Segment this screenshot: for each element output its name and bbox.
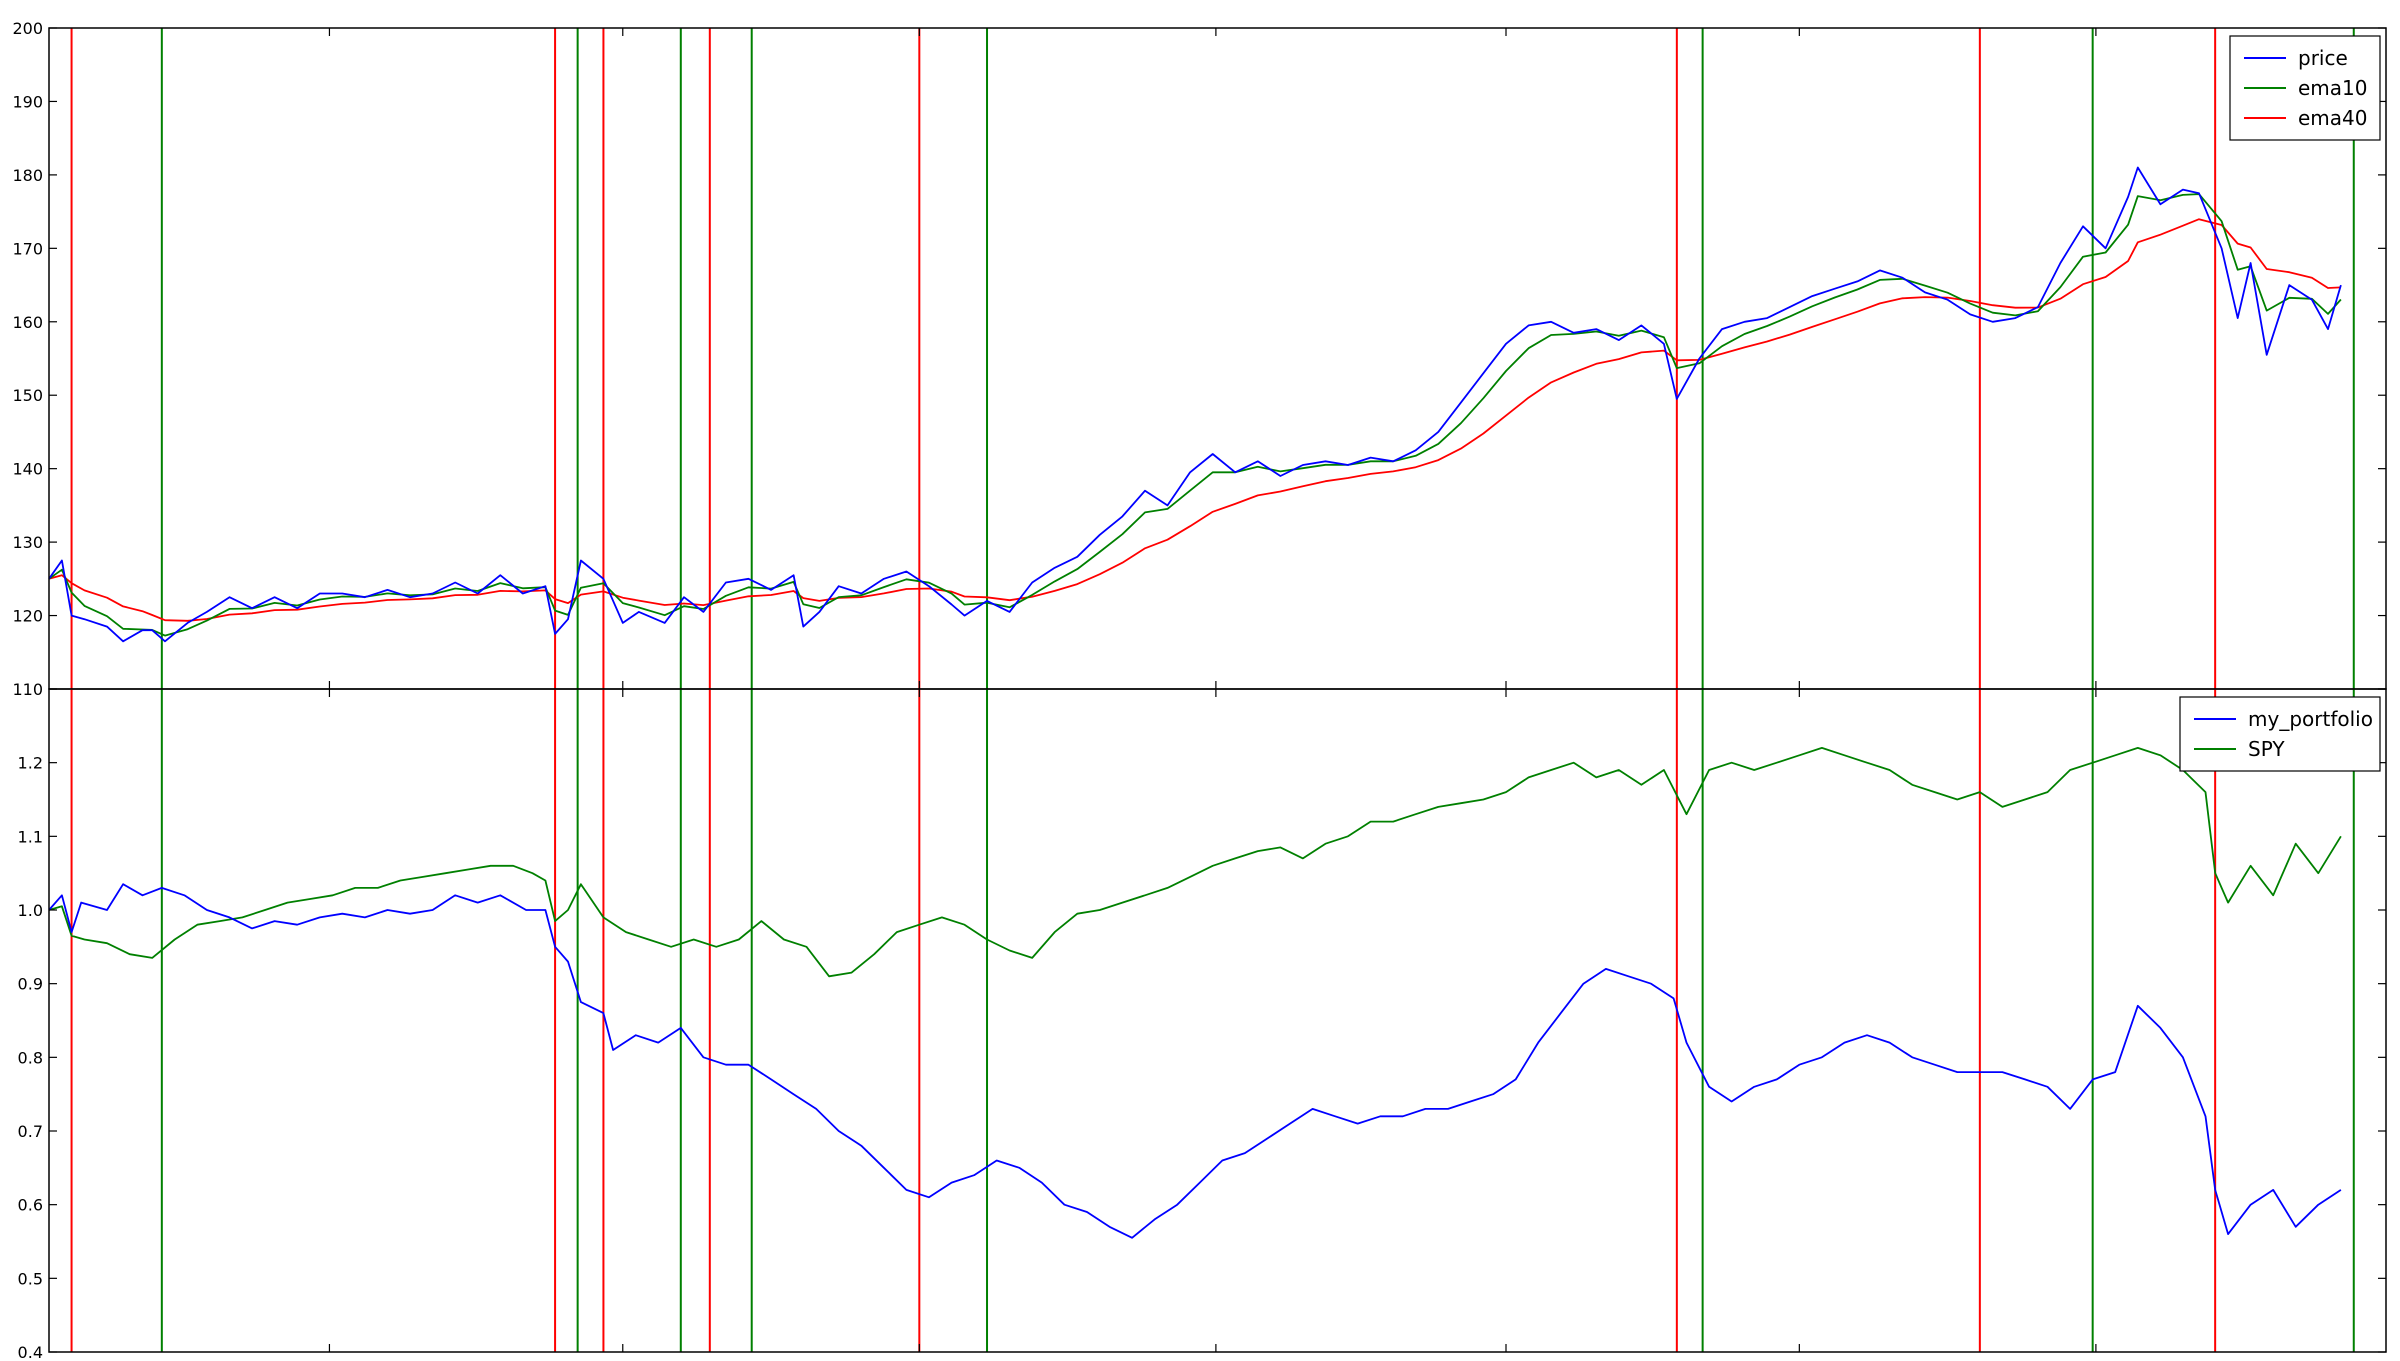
y-tick-label: 0.8 — [18, 1048, 43, 1067]
series-line-my_portfolio — [48, 883, 2342, 1239]
y-tick-label: 0.6 — [18, 1196, 43, 1215]
x-tick-label: Apr 2011 — [1469, 1359, 1542, 1361]
axes-frame — [48, 688, 2387, 1353]
x-tick-label: Jan 2011 — [1180, 1359, 1251, 1361]
legend-label-ema40: ema40 — [2298, 106, 2368, 130]
series-line-ema40 — [48, 218, 2341, 622]
y-tick-label: 1.0 — [18, 901, 43, 920]
y-tick-label: 150 — [12, 386, 43, 405]
x-tick-label: Jul 2011 — [1766, 1359, 1832, 1361]
y-tick-label: 170 — [12, 239, 43, 258]
legend-label-price: price — [2298, 46, 2348, 70]
x-tick-label: Oct 2010 — [883, 1359, 956, 1361]
legend-label-ema10: ema10 — [2298, 76, 2368, 100]
y-tick-label: 180 — [12, 166, 43, 185]
legend: price ema10 ema40 — [2229, 35, 2381, 141]
y-tick-label: 190 — [12, 92, 43, 111]
y-tick-label: 110 — [12, 680, 43, 699]
y-tick-label: 0.9 — [18, 975, 43, 994]
bottom-panel-portfolio-chart: 0.4 0.5 0.6 0.7 0.8 0.9 1.0 1.1 1.2 Apr 2010 Jul 2… — [18, 688, 2387, 1361]
y-tick-label: 1.2 — [18, 754, 43, 773]
y-tick-label: 140 — [12, 460, 43, 479]
legend-box — [2179, 696, 2381, 772]
x-tick-label: Jul 2010 — [589, 1359, 655, 1361]
x-tick-label: Apr 2010 — [293, 1359, 366, 1361]
legend: my_portfolio SPY — [2179, 696, 2381, 772]
series-line-SPY — [48, 747, 2342, 978]
y-tick-label: 0.5 — [18, 1269, 43, 1288]
y-tick-label: 0.7 — [18, 1122, 43, 1141]
y-tick-label: 130 — [12, 533, 43, 552]
top-panel-price-chart: 110 120 130 140 150 160 170 180 190 200 price ema10… — [12, 19, 2387, 699]
legend-label-SPY: SPY — [2248, 737, 2285, 761]
legend-label-my_portfolio: my_portfolio — [2248, 707, 2373, 731]
series-line-price — [48, 166, 2342, 643]
y-tick-label: 160 — [12, 313, 43, 332]
x-tick-label: Oct 2011 — [2059, 1359, 2132, 1361]
y-tick-label: 0.4 — [18, 1343, 43, 1361]
y-tick-label: 120 — [12, 607, 43, 626]
y-tick-label: 1.1 — [18, 827, 43, 846]
y-tick-label: 200 — [12, 19, 43, 38]
